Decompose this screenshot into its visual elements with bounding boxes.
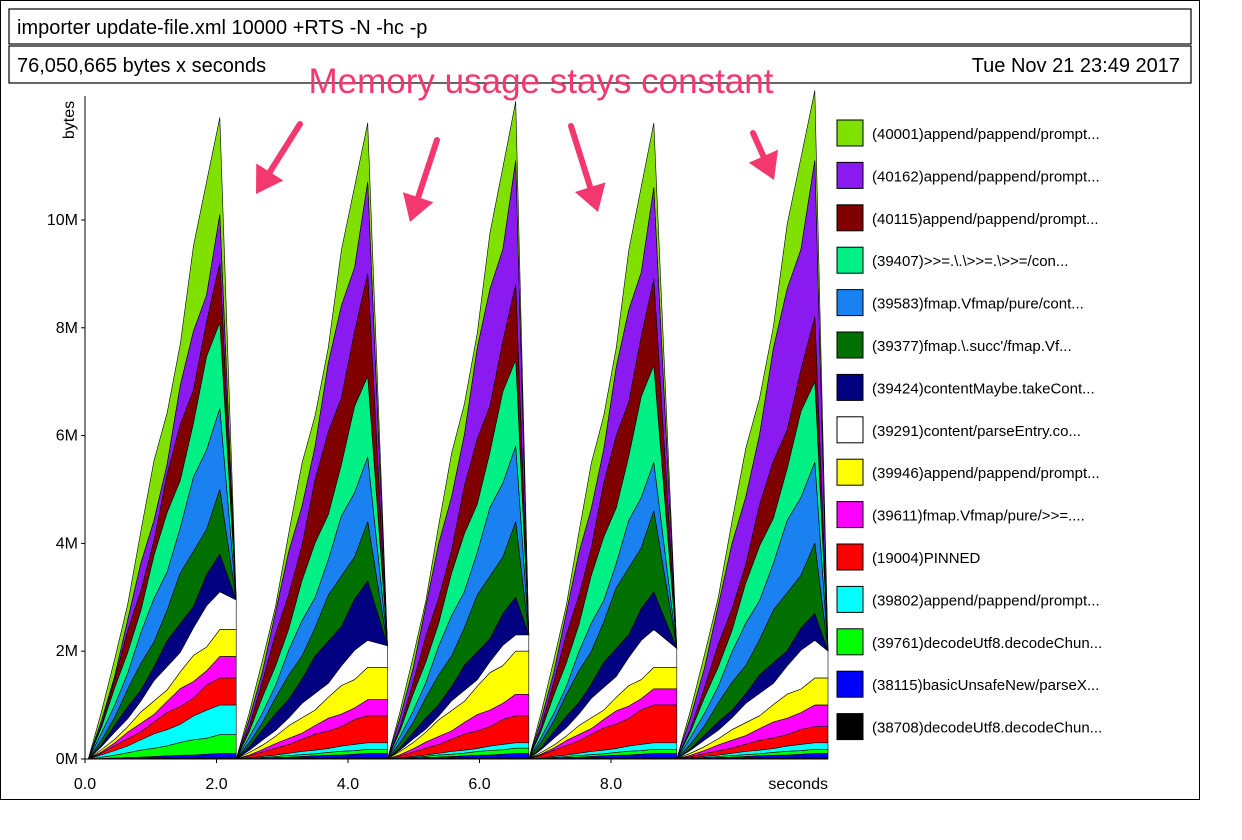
legend-label: (39802)append/pappend/prompt... [872, 592, 1100, 609]
x-tick-label: 0.0 [74, 776, 96, 793]
total-bytes-seconds: 76,050,665 bytes x seconds [17, 55, 266, 77]
legend-label: (39761)decodeUtf8.decodeChun... [872, 635, 1102, 652]
legend-swatch [836, 246, 864, 274]
legend-swatch [836, 543, 864, 571]
legend-label: (39583)fmap.Vfmap/pure/cont... [872, 296, 1084, 313]
legend-swatch [836, 670, 864, 698]
annotation-arrow-shaft [568, 123, 594, 191]
legend-swatch [836, 628, 864, 656]
annotation: Memory usage stays constant [256, 62, 779, 222]
legend-swatch [836, 585, 864, 613]
annotation-arrow-head [256, 163, 284, 194]
legend-label: (19004)PINNED [872, 550, 981, 567]
y-tick-label: 10M [47, 212, 78, 229]
annotation-arrow-shaft [750, 130, 767, 160]
x-tick-label: 2.0 [205, 776, 227, 793]
legend-swatch [836, 501, 864, 529]
legend-label: (39611)fmap.Vfmap/pure/>>=.... [872, 508, 1085, 525]
annotation-arrow-head [402, 192, 434, 222]
legend-label: (39424)contentMaybe.takeCont... [872, 380, 1095, 397]
y-tick-label: 8M [56, 320, 78, 337]
legend-swatch [836, 458, 864, 486]
legend-swatch [836, 119, 864, 147]
legend-swatch [836, 331, 864, 359]
legend-swatch [836, 713, 864, 741]
profile-date: Tue Nov 21 23:49 2017 [972, 55, 1180, 77]
y-tick-label: 0M [56, 751, 78, 768]
area-series-14 [88, 753, 829, 760]
command-box [8, 8, 1192, 45]
legend-label: (39291)content/parseEntry.co... [872, 423, 1081, 440]
legend: (40001)append/pappend/prompt... (40162)ap… [836, 119, 1102, 741]
area-series-10 [88, 656, 829, 760]
annotation-arrow-head [748, 149, 779, 180]
legend-swatch [836, 161, 864, 189]
legend-label: (39946)append/pappend/prompt... [872, 465, 1100, 482]
legend-swatch [836, 289, 864, 317]
area-series-11 [88, 677, 829, 760]
legend-label: (38708)decodeUtf8.decodeChun... [872, 720, 1102, 737]
y-axis-label: bytes [61, 101, 78, 139]
legend-label: (40162)append/pappend/prompt... [872, 168, 1100, 185]
legend-label: (39407)>>=.\.\>>=.\>>=/con... [872, 253, 1068, 270]
annotation-arrow-head [574, 182, 606, 212]
annotation-text: Memory usage stays constant [309, 62, 774, 101]
x-tick-label: 8.0 [600, 776, 622, 793]
legend-label: (40115)append/pappend/prompt... [872, 211, 1099, 228]
legend-swatch [836, 373, 864, 401]
legend-label: (39377)fmap.\.succ'/fmap.Vf... [872, 338, 1072, 355]
y-tick-label: 2M [56, 643, 78, 660]
axes: bytes 0M 2M 4M 6M 8M 10M 0.0 2.0 4.0 6.0 8.0 seconds [47, 96, 828, 793]
legend-label: (38115)basicUnsafeNew/parseX... [872, 677, 1099, 694]
area-series-13 [88, 734, 829, 760]
annotation-arrow-shaft [266, 121, 303, 175]
legend-swatch [836, 204, 864, 232]
area-layers [88, 90, 829, 760]
x-tick-label: 4.0 [337, 776, 359, 793]
legend-swatch [836, 416, 864, 444]
command-title: importer update-file.xml 10000 +RTS -N -… [17, 17, 427, 39]
y-tick-label: 6M [56, 428, 78, 445]
y-tick-label: 4M [56, 535, 78, 552]
area-series-12 [88, 704, 829, 760]
annotation-arrow-shaft [415, 137, 440, 201]
area-series-9 [88, 629, 829, 760]
legend-label: (40001)append/pappend/prompt... [872, 126, 1100, 143]
x-axis-label: seconds [768, 776, 828, 793]
summary-box [8, 45, 1192, 84]
area-series-8 [88, 591, 829, 760]
x-tick-label: 6.0 [468, 776, 490, 793]
